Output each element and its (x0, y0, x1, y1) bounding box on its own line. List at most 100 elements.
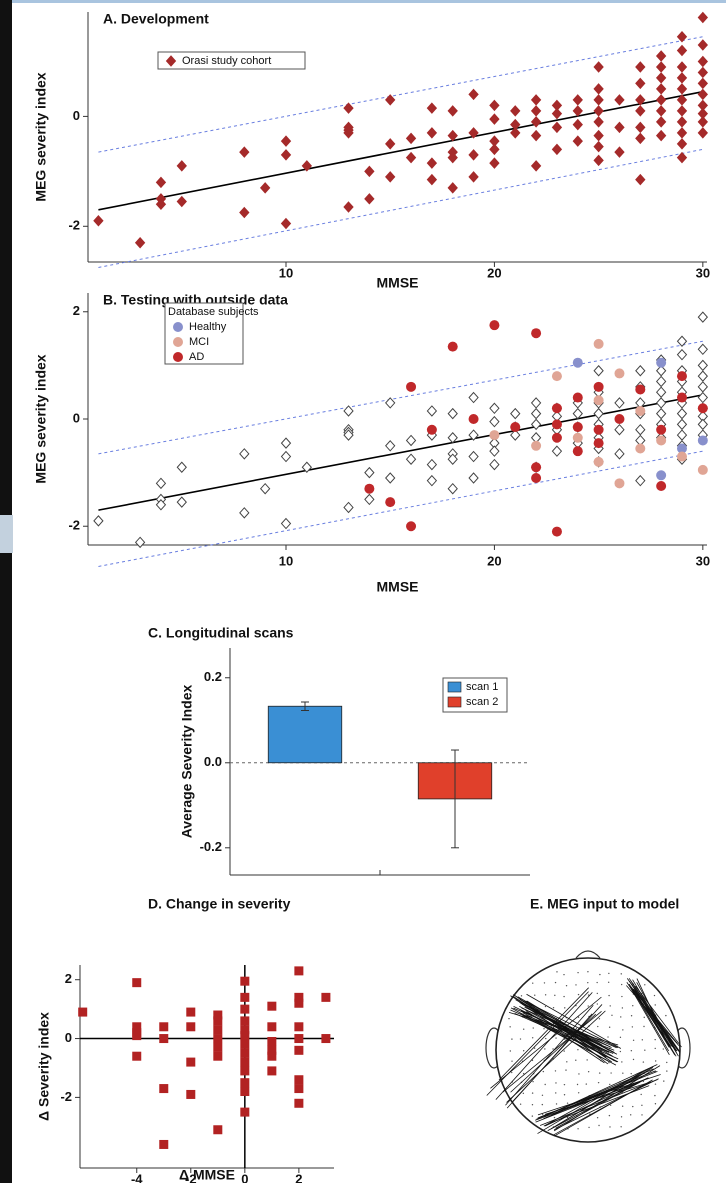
sensor (543, 1028, 545, 1030)
y-tick-label: -0.2 (200, 839, 222, 854)
sensor (644, 984, 646, 986)
data-point (697, 55, 709, 68)
data-point (593, 140, 604, 153)
data-point (655, 129, 667, 142)
data-point (176, 496, 187, 508)
data-point (697, 311, 709, 323)
sensor (522, 1050, 525, 1052)
panel-title: E. MEG input to model (530, 896, 679, 912)
data-point (426, 405, 438, 417)
sensor (575, 984, 577, 986)
sensor (620, 1126, 622, 1128)
data-point (614, 121, 625, 134)
data-point (280, 135, 292, 147)
data-point (447, 129, 458, 142)
data-point (572, 446, 583, 457)
data-point (294, 1075, 304, 1085)
sensor (641, 1039, 644, 1041)
data-point (697, 77, 709, 90)
sensor (519, 1103, 522, 1105)
data-point (447, 151, 458, 164)
data-point (489, 113, 500, 125)
data-point (385, 171, 396, 183)
data-point (426, 102, 438, 114)
data-point (280, 437, 292, 449)
legend-title: Database subjects (168, 306, 259, 318)
data-point (572, 94, 583, 106)
connection (486, 991, 589, 1096)
data-point (655, 50, 667, 62)
chart-title: D. Change in severity (148, 896, 291, 912)
y-tick-label: -2 (68, 218, 80, 233)
data-point (655, 94, 667, 106)
connection (528, 1007, 608, 1052)
sensor (587, 981, 589, 984)
sensor (632, 1005, 634, 1007)
sensor (532, 982, 534, 984)
data-point (530, 105, 542, 117)
data-point (267, 1045, 277, 1055)
sensor (563, 973, 565, 976)
sensor (630, 1072, 632, 1075)
data-point (614, 448, 625, 460)
data-point (676, 451, 687, 462)
connection (626, 985, 680, 1046)
sensor (631, 1026, 634, 1028)
data-point (405, 132, 417, 145)
data-point (213, 1042, 223, 1052)
side-tab (0, 515, 13, 553)
data-point (447, 407, 458, 420)
sensor (587, 1071, 590, 1073)
sensor (541, 1113, 544, 1116)
data-point (614, 397, 625, 409)
connection (502, 1011, 602, 1093)
sensor (509, 1050, 512, 1052)
data-point (635, 77, 646, 90)
connection (505, 1005, 594, 1106)
data-point (240, 1039, 250, 1049)
data-point (697, 66, 709, 79)
sensor (531, 1092, 534, 1094)
sensor (522, 1092, 525, 1095)
data-point (656, 470, 667, 481)
data-point (301, 461, 313, 474)
data-point (635, 121, 646, 134)
y-tick-label: 0 (73, 108, 80, 123)
data-point (280, 217, 292, 230)
sensor (666, 1061, 668, 1064)
sensor (621, 1007, 624, 1009)
sensor (531, 1059, 534, 1062)
data-point (385, 138, 396, 150)
connection (506, 1010, 606, 1103)
y-tick-label: -2 (60, 1089, 72, 1104)
data-point (530, 94, 542, 106)
data-point (280, 450, 292, 463)
sensor (565, 1069, 567, 1071)
data-point (530, 129, 542, 142)
data-point (385, 472, 396, 484)
sensor (598, 1072, 601, 1074)
data-point (406, 381, 417, 392)
data-point (593, 424, 604, 435)
data-point (656, 481, 667, 492)
sensor (586, 1059, 588, 1061)
x-axis-label: MMSE (377, 275, 419, 291)
data-point (635, 405, 646, 416)
sensor (632, 1105, 634, 1108)
data-point (551, 371, 562, 382)
data-point (132, 1031, 142, 1041)
data-point (259, 482, 271, 495)
data-point (676, 105, 688, 117)
data-point (614, 146, 625, 158)
data-point (343, 127, 354, 139)
connection (498, 987, 589, 1081)
x-tick-label: -4 (131, 1171, 143, 1183)
data-point (614, 423, 625, 436)
bar (267, 705, 343, 764)
legend-label: scan 1 (466, 681, 498, 693)
data-point (405, 453, 417, 465)
sensor (643, 1016, 645, 1019)
sensor (577, 1016, 580, 1018)
sensor (642, 1080, 645, 1083)
data-point (510, 407, 521, 420)
